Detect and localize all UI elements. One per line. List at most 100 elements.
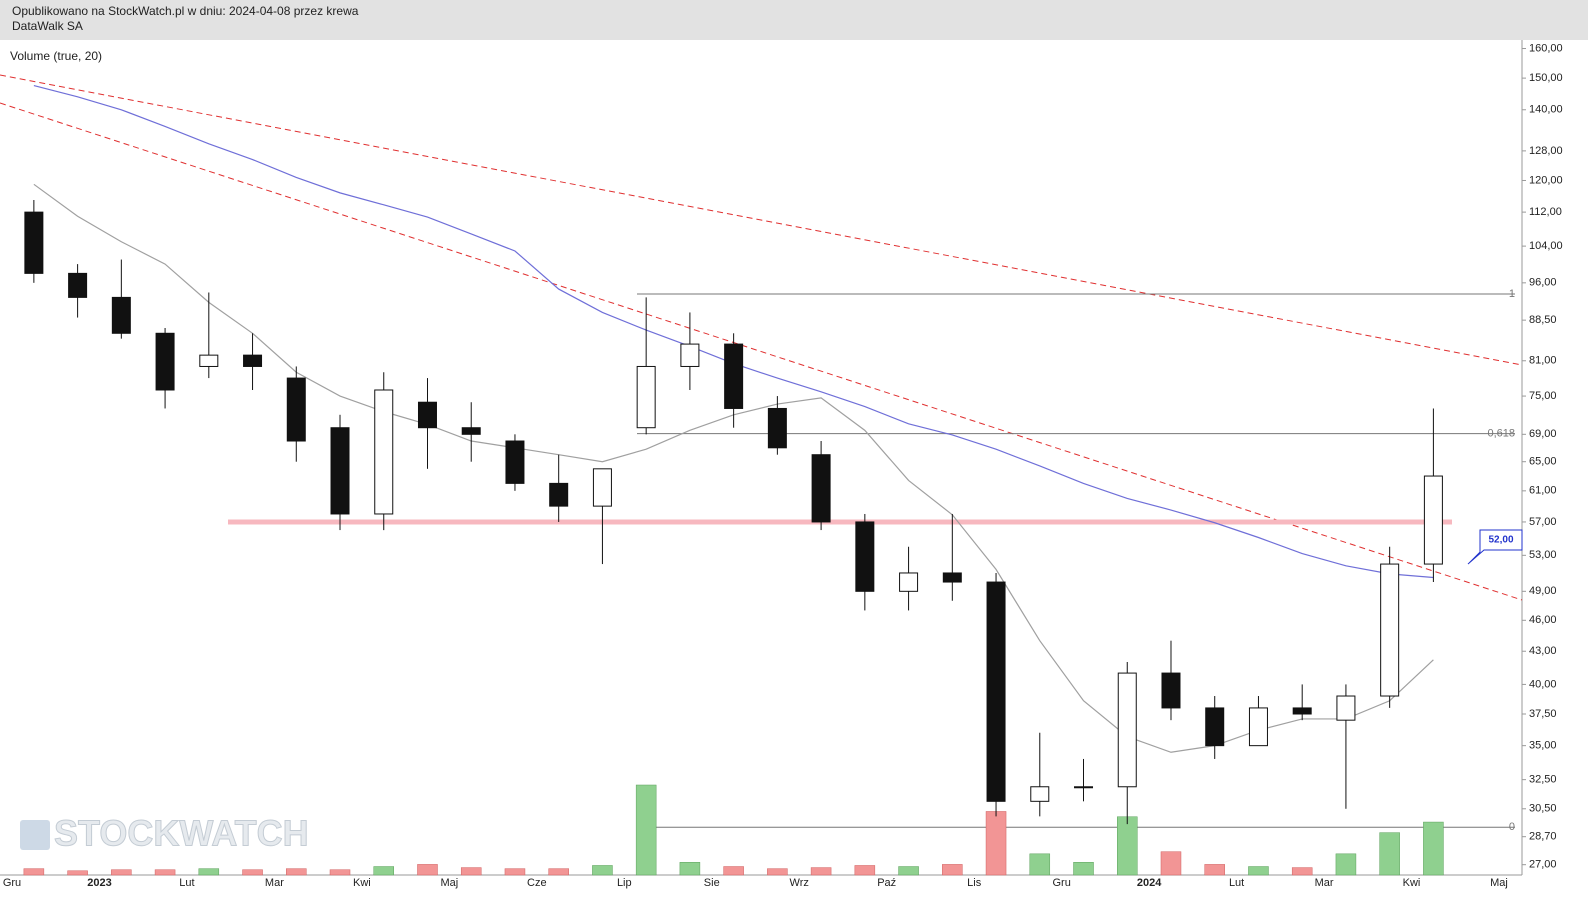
- x-tick-label: Lut: [179, 877, 194, 889]
- y-tick-label: 40,00: [1529, 678, 1557, 690]
- volume-bar: [198, 868, 220, 876]
- volume-bar: [592, 865, 613, 876]
- candle-body: [505, 440, 525, 484]
- candle-body: [417, 401, 437, 429]
- header-bar: [0, 0, 1588, 40]
- y-tick-label: 53,00: [1529, 549, 1557, 561]
- fib-label: 1: [1509, 288, 1515, 300]
- x-tick-label: Mar: [1315, 877, 1334, 889]
- candle-body: [855, 521, 875, 592]
- x-tick-label: Lis: [967, 877, 982, 889]
- x-tick-label: Maj: [440, 877, 458, 889]
- candle-body: [680, 343, 700, 367]
- y-tick-label: 128,00: [1529, 145, 1563, 157]
- x-tick-label: Wrz: [790, 877, 809, 889]
- x-tick-label: Gru: [1052, 877, 1070, 889]
- x-tick-label: Sie: [704, 877, 720, 889]
- candle-body: [1336, 695, 1356, 721]
- volume-bar: [23, 868, 45, 876]
- candle-body: [1117, 672, 1137, 788]
- y-tick-label: 43,00: [1529, 645, 1557, 657]
- y-tick-label: 81,00: [1529, 355, 1557, 367]
- y-tick-label: 37,50: [1529, 708, 1557, 720]
- volume-bar: [854, 865, 876, 876]
- volume-bar: [67, 870, 88, 876]
- volume-bar: [1423, 821, 1444, 876]
- y-tick-label: 140,00: [1529, 104, 1563, 116]
- y-tick-label: 32,50: [1529, 774, 1557, 786]
- y-tick-label: 69,00: [1529, 428, 1557, 440]
- x-tick-label: Gru: [3, 877, 21, 889]
- y-tick-label: 27,00: [1529, 859, 1557, 871]
- candle-body: [724, 343, 744, 409]
- watermark-text: STOCKWATCH: [54, 813, 309, 854]
- volume-bar: [723, 866, 744, 876]
- x-tick-label: Cze: [527, 877, 547, 889]
- volume-bar: [942, 864, 963, 876]
- price-callout: [1467, 529, 1523, 565]
- candle-body: [1205, 707, 1225, 747]
- y-tick-label: 150,00: [1529, 72, 1563, 84]
- volume-label: Volume (true, 20): [10, 49, 102, 63]
- y-tick-label: 61,00: [1529, 485, 1557, 497]
- candle-body: [1248, 707, 1268, 747]
- price-label: 52,00: [1488, 535, 1513, 546]
- volume-bar: [1029, 853, 1051, 876]
- volume-bar: [329, 869, 351, 876]
- volume-bar: [1073, 862, 1094, 876]
- volume-bar: [810, 867, 832, 876]
- y-tick-label: 96,00: [1529, 277, 1557, 289]
- instrument-name: DataWalk SA: [12, 19, 83, 33]
- candle-body: [592, 468, 612, 507]
- y-tick-label: 88,50: [1529, 314, 1557, 326]
- candle-body: [111, 296, 131, 334]
- y-tick-label: 112,00: [1529, 206, 1562, 218]
- volume-bar: [1379, 832, 1400, 876]
- x-tick-label: Maj: [1490, 877, 1508, 889]
- watermark-icon: [20, 820, 50, 850]
- fib-label: 0,618: [1487, 428, 1515, 440]
- volume-bar: [679, 862, 701, 876]
- volume-bar: [985, 811, 1007, 876]
- volume-bar: [1248, 866, 1269, 876]
- trend-line: [0, 102, 1523, 601]
- volume-bar: [242, 869, 263, 876]
- y-tick-label: 65,00: [1529, 456, 1557, 468]
- candle-body: [1161, 672, 1181, 709]
- volume-bar: [1204, 864, 1225, 876]
- volume-bar: [898, 866, 919, 876]
- watermark: STOCKWATCH: [20, 812, 309, 854]
- candle-body: [549, 482, 569, 507]
- candle-body: [461, 427, 481, 435]
- candle-body: [1030, 786, 1050, 802]
- candle-body: [24, 211, 44, 274]
- volume-bar: [1335, 853, 1357, 876]
- candle-body: [286, 377, 306, 442]
- candle-body: [374, 389, 394, 515]
- volume-bar: [504, 868, 526, 876]
- x-tick-label: Lut: [1229, 877, 1244, 889]
- y-tick-label: 120,00: [1529, 174, 1563, 186]
- trend-line: [0, 74, 1523, 366]
- published-text: Opublikowano na StockWatch.pl w dniu: 20…: [12, 4, 359, 18]
- volume-bar: [548, 868, 569, 876]
- candle-body: [636, 365, 656, 429]
- volume-bar: [767, 868, 788, 876]
- candle-body: [899, 572, 919, 592]
- y-tick-label: 30,50: [1529, 803, 1557, 815]
- candle-body: [811, 454, 831, 523]
- x-tick-label: 2024: [1137, 877, 1162, 889]
- y-tick-label: 57,00: [1529, 516, 1557, 528]
- volume-bar: [111, 869, 132, 876]
- volume-bar: [635, 784, 657, 876]
- candle-body: [767, 407, 787, 449]
- candle-body: [1292, 707, 1312, 715]
- volume-bar: [154, 869, 176, 876]
- candle-body: [1074, 786, 1094, 789]
- plot-area: [0, 40, 1522, 875]
- candle-body: [1423, 475, 1443, 565]
- x-tick-label: Paź: [877, 877, 896, 889]
- candle-body: [986, 581, 1006, 802]
- y-tick-label: 35,00: [1529, 740, 1557, 752]
